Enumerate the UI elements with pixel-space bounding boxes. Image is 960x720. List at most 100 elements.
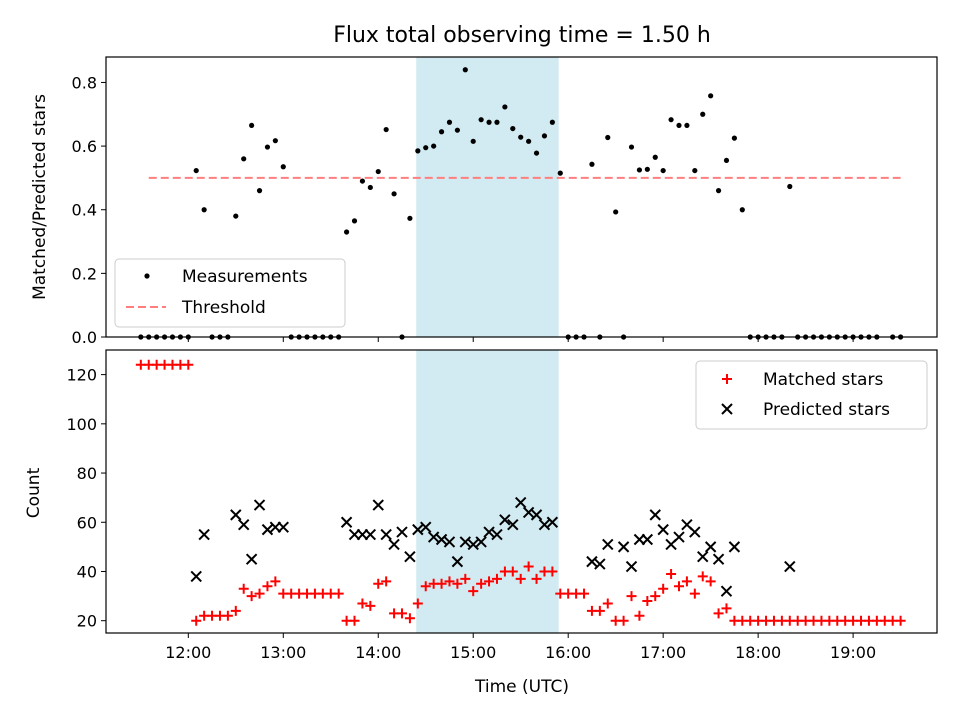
measurement-point <box>708 93 714 99</box>
matched-stars-point <box>396 608 407 619</box>
matched-stars-point <box>618 615 629 626</box>
top-panel-matched-ratio: 0.0 0.2 0.4 0.6 0.8 Measurements Threshold <box>72 56 938 347</box>
bottom-panel-counts: 20 40 60 80 100 120 12:00 13:00 14:00 15:00 16:00 1… <box>66 349 938 662</box>
y-tick-label: 100 <box>66 415 97 434</box>
predicted-stars-point <box>522 506 535 519</box>
measurement-point <box>193 167 199 174</box>
matched-stars-point <box>381 576 392 587</box>
matched-stars-point <box>468 586 479 597</box>
x-tick-label: 14:00 <box>355 643 401 662</box>
y-tick-label: 120 <box>66 366 97 385</box>
matched-stars-point <box>246 591 257 602</box>
measurement-point <box>478 117 484 123</box>
predicted-stars-point <box>617 541 630 553</box>
measurement-point <box>438 129 445 135</box>
measurement-point <box>272 138 278 144</box>
measurement-point <box>201 207 207 213</box>
measurement-point <box>549 119 555 125</box>
predicted-stars-point <box>435 533 448 546</box>
matched-stars-point <box>895 615 906 626</box>
matched-stars-point <box>491 573 502 584</box>
measurement-point <box>660 167 666 174</box>
top-chart-title: Flux total observing time = 1.50 h <box>333 23 711 48</box>
predicted-stars-point <box>380 528 392 541</box>
matched-stars-point <box>222 610 233 621</box>
predicted-stars-point <box>364 528 377 541</box>
predicted-stars-point <box>712 553 725 565</box>
x-tick-label: 16:00 <box>545 643 591 662</box>
measurement-point <box>652 154 658 160</box>
predicted-stars-point <box>459 536 472 548</box>
axes-frame <box>105 56 938 338</box>
measurement-point <box>518 134 524 140</box>
y-tick-label: 80 <box>77 464 97 483</box>
measurement-point <box>613 209 619 215</box>
measurement-point <box>541 133 548 139</box>
y-tick-label: 60 <box>77 513 97 532</box>
predicted-stars-point <box>515 496 527 509</box>
highlight-span <box>416 350 559 633</box>
measurement-point <box>470 138 476 144</box>
y-tick-label: 40 <box>77 562 97 581</box>
legend-measurements-marker <box>144 273 150 279</box>
matched-stars-point <box>191 615 202 626</box>
matched-stars-point <box>357 598 368 609</box>
legend-threshold-label: Threshold <box>181 298 266 318</box>
highlight-span <box>416 57 559 337</box>
matched-stars-point <box>673 581 684 592</box>
predicted-stars-point <box>704 541 717 553</box>
measurement-point <box>454 127 460 133</box>
matched-stars-point <box>515 573 526 584</box>
measurement-point <box>589 161 595 167</box>
matched-stars-point <box>531 573 542 584</box>
predicted-stars-point <box>451 555 464 568</box>
predicted-stars-point <box>499 514 511 526</box>
measurement-point <box>256 188 263 194</box>
matched-stars-point <box>436 578 447 589</box>
y-tick-label: 0.6 <box>72 137 97 156</box>
measurement-point <box>486 119 492 125</box>
predicted-stars-point <box>491 528 503 541</box>
measurement-point <box>407 215 413 221</box>
matched-stars-point <box>412 598 423 609</box>
matched-stars-point <box>650 591 661 602</box>
legend-box <box>114 258 346 328</box>
measurement-point <box>280 164 286 170</box>
measurement-point <box>494 119 500 125</box>
predicted-stars-point <box>396 526 408 538</box>
matched-stars-point <box>602 598 613 609</box>
matched-stars-point <box>230 605 241 616</box>
measurement-point <box>391 191 397 197</box>
matched-stars-point <box>642 596 653 607</box>
matched-stars-point <box>404 613 415 624</box>
measurement-point <box>241 156 247 162</box>
predicted-stars-point <box>483 526 495 538</box>
measurement-point <box>367 184 373 191</box>
predicted-stars-point <box>261 523 274 536</box>
legend-matched-marker <box>722 374 732 384</box>
predicted-stars-point <box>388 538 400 551</box>
predicted-stars-point <box>238 519 250 531</box>
predicted-stars-point <box>253 499 266 511</box>
predicted-stars-point <box>467 538 479 551</box>
x-tick-label: 13:00 <box>260 643 306 662</box>
measurement-point <box>233 213 239 219</box>
matched-stars-point <box>349 615 360 626</box>
predicted-stars-point <box>475 536 487 548</box>
matched-stars-point <box>444 576 455 587</box>
legend-measurements-label: Measurements <box>182 267 308 287</box>
matched-stars-point <box>721 603 732 614</box>
bottom-x-axis-label: Time (UTC) <box>474 677 569 697</box>
bottom-y-axis-label: Count <box>24 467 44 518</box>
measurement-point <box>249 122 255 129</box>
measurement-point <box>557 170 563 176</box>
matched-stars-point <box>238 583 249 594</box>
predicted-stars-point <box>697 551 709 563</box>
predicted-stars-point <box>649 509 661 521</box>
matched-stars-point <box>262 581 273 592</box>
matched-stars-point <box>547 566 558 577</box>
matched-stars-point <box>452 578 463 589</box>
x-tick-label: 17:00 <box>640 643 686 662</box>
x-tick-label: 19:00 <box>830 643 876 662</box>
